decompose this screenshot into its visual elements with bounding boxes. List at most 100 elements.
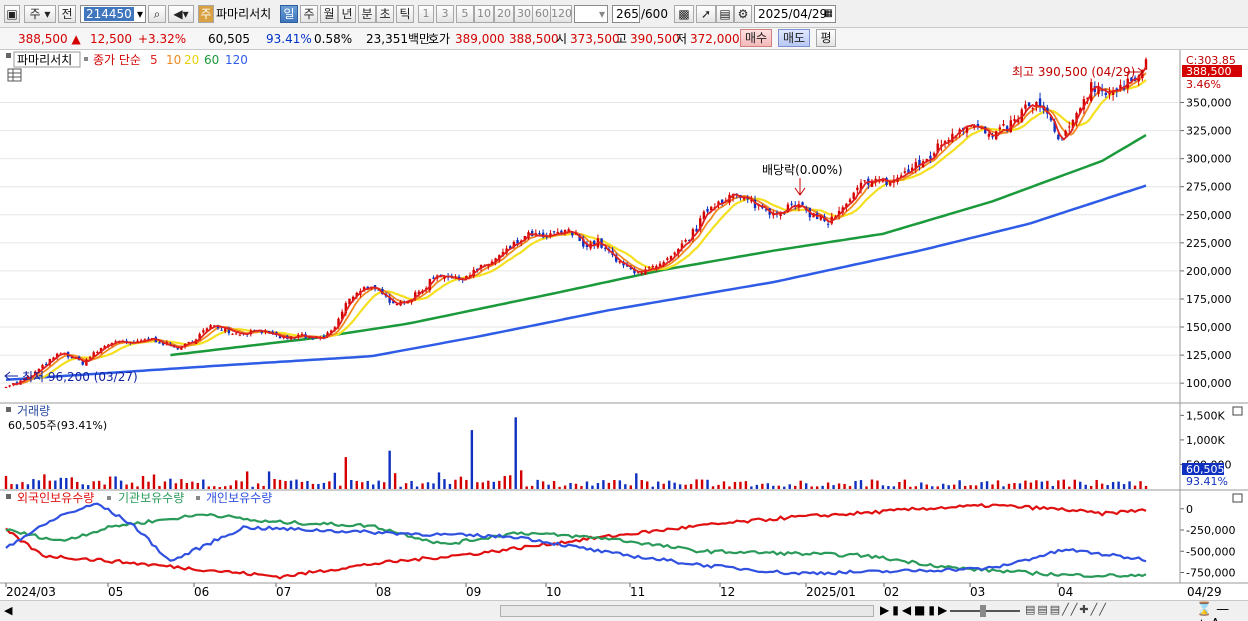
window-menu-icon[interactable]: ▣ bbox=[4, 5, 20, 23]
candle-body bbox=[1049, 116, 1053, 121]
interval-120[interactable]: 120 bbox=[550, 5, 572, 23]
volume-bar bbox=[942, 483, 945, 489]
volume-title[interactable]: 거래량 bbox=[17, 404, 50, 418]
calendar-icon[interactable]: ▦ bbox=[823, 8, 833, 19]
gear-icon[interactable]: ⚙ bbox=[734, 5, 752, 23]
candle-type-icon[interactable]: ▩ bbox=[674, 5, 694, 23]
candle-body bbox=[224, 328, 227, 332]
period-second[interactable]: 초 bbox=[376, 5, 394, 23]
interval-60[interactable]: 60 bbox=[532, 5, 552, 23]
period-minute[interactable]: 분 bbox=[358, 5, 376, 23]
candle-body bbox=[52, 357, 55, 360]
stock-name[interactable]: 파마리서치 bbox=[216, 7, 272, 21]
date-input[interactable]: 2025/04/29 ▦ bbox=[754, 5, 836, 23]
candle-body bbox=[695, 228, 698, 232]
legend-foreign[interactable]: 외국인보유수량 bbox=[17, 491, 94, 505]
volume-bar bbox=[147, 481, 150, 489]
volume-bar bbox=[618, 480, 622, 489]
period-week[interactable]: 주 bbox=[300, 5, 318, 23]
save-icon[interactable]: ▤ bbox=[716, 5, 734, 23]
legend-ma60[interactable]: 60 bbox=[204, 53, 219, 67]
interval-10[interactable]: 10 bbox=[474, 5, 494, 23]
volume-bar bbox=[591, 485, 594, 489]
draw-tool-icon[interactable]: ➚ bbox=[696, 5, 716, 23]
candle-body bbox=[465, 275, 468, 280]
volume-bar bbox=[651, 486, 654, 489]
candle-body bbox=[81, 361, 84, 365]
volume-bar bbox=[920, 482, 923, 489]
candle-body bbox=[1053, 121, 1056, 132]
interval-custom-select[interactable]: ▾ bbox=[574, 5, 608, 23]
volume-bar bbox=[191, 481, 194, 489]
candle-body bbox=[852, 192, 855, 199]
candle-body bbox=[655, 265, 658, 269]
candle-body bbox=[1005, 126, 1009, 132]
period-year[interactable]: 년 bbox=[338, 5, 356, 23]
holders-axis: 0 -250,000 -500,000 -750,000 bbox=[1180, 503, 1235, 580]
legend-ma10[interactable]: 10 bbox=[166, 53, 181, 67]
interval-1[interactable]: 1 bbox=[418, 5, 434, 23]
stock-chart[interactable]: 100,000 125,000 150,000 175,000 200,000 225,0… bbox=[0, 50, 1248, 600]
volume-bar bbox=[657, 481, 660, 489]
volume-bar bbox=[306, 480, 309, 489]
stock-legend-box[interactable] bbox=[13, 51, 81, 68]
buy-button[interactable]: 매수 bbox=[740, 29, 772, 47]
scroll-left-icon[interactable]: ◀ bbox=[4, 604, 13, 617]
period-month[interactable]: 월 bbox=[320, 5, 338, 23]
interval-3[interactable]: 3 bbox=[436, 5, 454, 23]
interval-5[interactable]: 5 bbox=[456, 5, 474, 23]
interval-20[interactable]: 20 bbox=[494, 5, 514, 23]
volume-bar bbox=[815, 486, 819, 489]
x-tick-label: 04 bbox=[1058, 585, 1073, 599]
sell-button[interactable]: 매도 bbox=[778, 29, 810, 47]
period-day[interactable]: 일 bbox=[280, 5, 298, 23]
annotations: 최고 390,500 (04/29) 최저 96,200 (03/27) 배당락… bbox=[4, 65, 1144, 384]
candle-body bbox=[348, 298, 351, 305]
volume-bar bbox=[585, 481, 589, 489]
legend-ma20[interactable]: 20 bbox=[184, 53, 199, 67]
holders-close-icon[interactable] bbox=[1232, 493, 1243, 503]
legend-institution[interactable]: 기관보유수량 bbox=[118, 491, 184, 505]
playback-controls[interactable]: ▶▮◀■▮▶ bbox=[880, 603, 951, 617]
grid-table-icon[interactable] bbox=[7, 68, 22, 82]
speaker-icon[interactable]: ◀▾ bbox=[168, 5, 194, 23]
price-value: 388,500 bbox=[18, 32, 68, 46]
legend-ma120[interactable]: 120 bbox=[225, 53, 248, 67]
volume-bar bbox=[487, 480, 490, 489]
volume-bar bbox=[245, 471, 249, 489]
legend-ma-label: 종가 단순 bbox=[93, 53, 141, 67]
high-price: 390,500 bbox=[630, 32, 680, 46]
high-annotation: 최고 390,500 (04/29) bbox=[1012, 65, 1135, 79]
candle-body bbox=[1024, 104, 1027, 109]
candle-body bbox=[392, 301, 395, 304]
horizontal-scrollbar-thumb[interactable] bbox=[500, 605, 874, 617]
candle-body bbox=[614, 255, 618, 262]
volume-bar bbox=[48, 480, 52, 489]
volume-bar bbox=[465, 479, 468, 489]
volume-bar bbox=[963, 485, 967, 489]
volume-bar bbox=[284, 480, 287, 489]
volume-close-icon[interactable] bbox=[1232, 406, 1243, 416]
search-icon[interactable]: ⌕ bbox=[148, 5, 166, 23]
candle-body bbox=[333, 327, 337, 331]
volume-bar bbox=[498, 480, 501, 489]
prev-button[interactable]: 전 bbox=[58, 5, 76, 23]
stock-code-input[interactable]: 214450 ▾ bbox=[80, 5, 146, 23]
eval-button[interactable]: 평 bbox=[816, 29, 836, 47]
drawing-tools[interactable]: ▤▤▤╱╱✚╱╱ bbox=[1025, 603, 1108, 616]
candle-body bbox=[44, 363, 48, 366]
legend-individual[interactable]: 개인보유수량 bbox=[206, 491, 272, 505]
interval-30[interactable]: 30 bbox=[514, 5, 534, 23]
zoom-controls[interactable]: ⌛—+A bbox=[1196, 602, 1234, 621]
volume-bar bbox=[224, 486, 227, 489]
legend-ma5[interactable]: 5 bbox=[150, 53, 158, 67]
period-tick[interactable]: 틱 bbox=[396, 5, 414, 23]
count-input[interactable]: 265 bbox=[612, 5, 640, 23]
market-select[interactable]: 주 ▾ bbox=[24, 5, 56, 23]
volume-bar bbox=[728, 486, 731, 489]
volume-bar bbox=[706, 479, 709, 489]
zoom-slider-handle[interactable] bbox=[980, 605, 986, 617]
candle-body bbox=[647, 267, 651, 269]
volume-bar bbox=[821, 485, 824, 489]
volume-ratio-badge: 93.41% bbox=[1186, 475, 1228, 488]
